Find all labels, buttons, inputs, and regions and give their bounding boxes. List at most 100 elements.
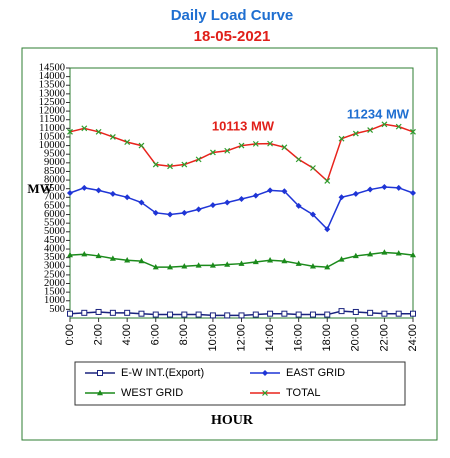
y-tick-label: 3500 <box>44 252 65 263</box>
point <box>367 251 374 257</box>
point <box>267 187 274 194</box>
legend-marker <box>97 389 103 396</box>
legend-label: EAST GRID <box>286 367 345 379</box>
y-tick-label: 1000 <box>44 295 65 306</box>
x-tick-label: 16:00 <box>293 324 305 352</box>
point <box>281 257 288 264</box>
point <box>295 311 302 318</box>
point <box>67 310 73 317</box>
point <box>281 188 288 195</box>
point <box>138 310 145 317</box>
y-tick-label: 13500 <box>39 80 65 91</box>
y-tick-label: 13000 <box>39 88 65 99</box>
point <box>367 186 374 193</box>
point <box>252 140 259 147</box>
point <box>224 199 231 206</box>
point <box>81 309 88 316</box>
x-tick-label: 12:00 <box>235 324 247 352</box>
x-tick-label: 20:00 <box>350 324 362 352</box>
x-tick-label: 22:00 <box>378 324 390 352</box>
point <box>238 260 245 266</box>
y-tick-label: 7500 <box>44 183 65 194</box>
point <box>167 311 174 318</box>
y-tick-label: 9000 <box>44 157 65 168</box>
y-tick-label: 1500 <box>44 287 65 298</box>
point <box>152 209 159 216</box>
x-tick-label: 24:00 <box>407 324 419 352</box>
y-tick-label: 2500 <box>44 269 65 280</box>
point <box>209 202 216 209</box>
point <box>67 128 73 135</box>
point <box>109 190 116 197</box>
point <box>67 190 73 196</box>
legend-label: E-W INT.(Export) <box>121 367 204 379</box>
point <box>395 250 402 256</box>
point <box>138 199 145 206</box>
point <box>381 183 388 190</box>
point <box>295 156 302 163</box>
point <box>324 311 331 318</box>
point <box>152 161 159 168</box>
point <box>252 311 259 318</box>
point <box>224 261 231 267</box>
y-tick-label: 12500 <box>39 97 65 108</box>
y-tick-label: 14000 <box>39 71 65 82</box>
point <box>152 263 159 270</box>
y-tick-label: 5500 <box>44 218 65 229</box>
legend-marker <box>262 390 268 396</box>
point <box>167 263 174 270</box>
point <box>95 308 102 315</box>
annotation: 10113 MW <box>212 118 275 133</box>
legend-label: WEST GRID <box>121 387 183 399</box>
point <box>167 211 174 218</box>
y-tick-label: 14500 <box>39 62 65 73</box>
y-tick-label: 10500 <box>39 131 65 142</box>
point <box>81 251 88 257</box>
x-tick-label: 6:00 <box>150 324 162 345</box>
point <box>395 123 402 130</box>
y-tick-label: 10000 <box>39 140 65 151</box>
point <box>410 251 416 258</box>
y-axis-label: MW <box>27 181 52 196</box>
point <box>338 135 345 142</box>
point <box>410 128 416 135</box>
point <box>410 190 416 196</box>
x-tick-label: 8:00 <box>178 324 190 345</box>
y-tick-label: 8000 <box>44 174 65 185</box>
point <box>138 142 145 149</box>
point <box>224 312 231 319</box>
point <box>309 311 316 318</box>
point <box>352 308 359 315</box>
point <box>352 130 359 137</box>
point <box>209 262 216 268</box>
point <box>95 252 102 259</box>
x-tick-label: 10:00 <box>207 324 219 352</box>
point <box>152 311 159 318</box>
x-tick-label: 4:00 <box>121 324 133 345</box>
y-tick-label: 7000 <box>44 192 65 203</box>
y-tick-label: 12000 <box>39 106 65 117</box>
point <box>410 310 416 317</box>
y-tick-label: 11000 <box>39 123 65 134</box>
point <box>181 161 188 168</box>
y-tick-label: 8500 <box>44 166 65 177</box>
point <box>352 252 359 259</box>
point <box>309 211 316 218</box>
x-axis-label: HOUR <box>211 413 254 428</box>
point <box>95 187 102 194</box>
point <box>367 309 374 316</box>
legend <box>74 361 406 406</box>
point <box>81 184 88 191</box>
point <box>195 262 202 268</box>
point <box>381 249 388 255</box>
point <box>395 184 402 191</box>
point <box>109 134 116 140</box>
point <box>267 140 274 147</box>
annotation: 11234 MW <box>347 106 410 121</box>
point <box>267 310 274 317</box>
legend-marker <box>97 370 103 376</box>
chart-title: Daily Load Curve <box>171 7 294 24</box>
point <box>181 209 188 216</box>
